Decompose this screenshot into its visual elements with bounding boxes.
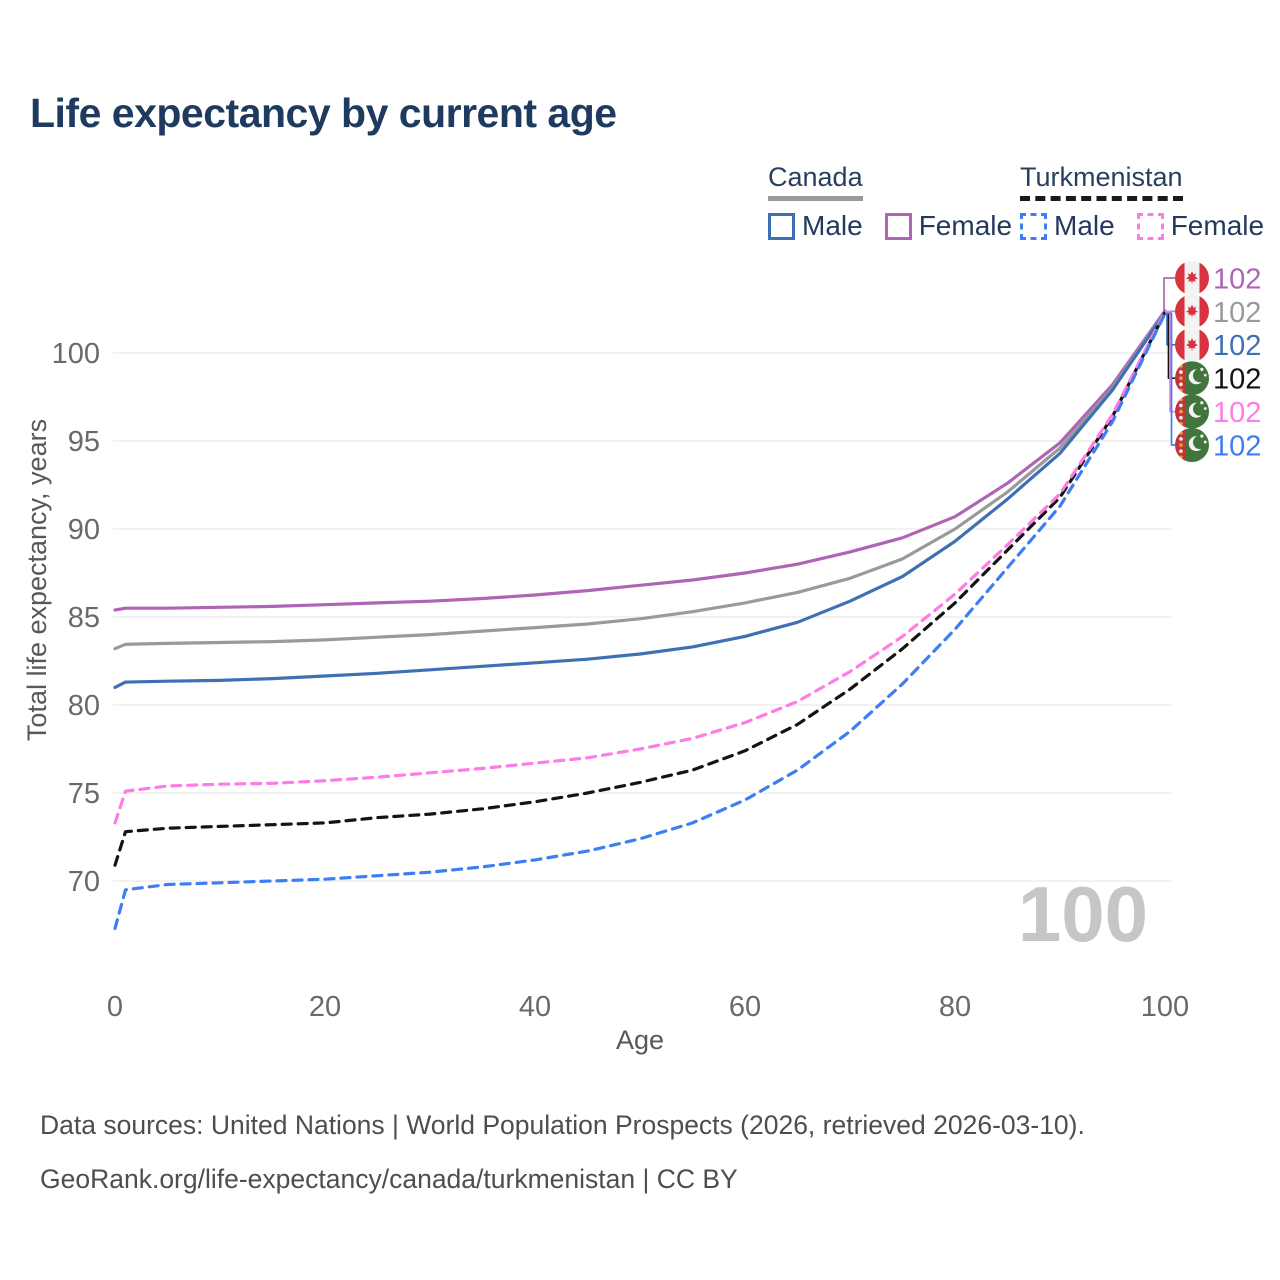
canada-flag-icon [1175, 294, 1209, 329]
y-axis-title: Total life expectancy, years [22, 419, 52, 741]
y-tick-label: 70 [68, 866, 100, 898]
canada-flag-icon [1175, 261, 1209, 295]
legend-item-canada-male[interactable]: Male [768, 210, 863, 242]
x-tick-label: 60 [729, 991, 761, 1023]
y-tick-label: 75 [68, 778, 100, 810]
legend-group-canada: Canada Male Female [768, 162, 1034, 242]
x-tick-label: 20 [309, 991, 341, 1023]
series-line-canada-both[interactable] [113, 310, 1167, 651]
legend-item-turkmenistan-male[interactable]: Male [1020, 210, 1115, 242]
y-tick-label: 95 [68, 426, 100, 458]
data-sources-text: Data sources: United Nations | World Pop… [40, 1110, 1085, 1140]
turkmenistan-flag-icon [1175, 428, 1209, 462]
legend-row-turkmenistan: Male Female [1020, 210, 1280, 242]
turkmenistan-flag-icon [1175, 361, 1209, 396]
legend-label: Female [1170, 210, 1265, 241]
legend-label: Male [1054, 210, 1115, 241]
canada-male-swatch-icon [768, 212, 795, 240]
series-line-turkmenistan-female[interactable] [113, 310, 1167, 825]
attribution-text: GeoRank.org/life-expectancy/canada/turkm… [40, 1164, 738, 1194]
end-value-label-turkmenistan-female: 102 [1213, 397, 1261, 429]
leader-line-turkmenistan-male [1165, 312, 1175, 446]
legend-item-canada-female[interactable]: Female [884, 210, 1013, 242]
legend-row-canada: Male Female [768, 210, 1034, 242]
series-line-canada-female[interactable] [113, 309, 1167, 612]
x-axis-title: Age [616, 1025, 664, 1055]
leader-line-turkmenistan-female [1165, 310, 1175, 413]
page-title: Life expectancy by current age [30, 90, 617, 136]
end-value-label-turkmenistan-male: 102 [1213, 430, 1261, 462]
series-line-canada-male[interactable] [113, 310, 1167, 689]
end-value-label-canada-both: 102 [1213, 297, 1261, 329]
x-tick-label: 80 [939, 991, 971, 1023]
canada-female-swatch-icon [884, 212, 912, 240]
age-watermark: 100 [1018, 870, 1148, 958]
turkmenistan-male-swatch-icon [1020, 212, 1047, 240]
legend-country-canada: Canada [768, 162, 863, 201]
x-tick-label: 100 [1141, 991, 1189, 1023]
y-tick-label: 80 [68, 690, 100, 722]
legend-country-turkmenistan: Turkmenistan [1020, 162, 1183, 201]
legend-group-turkmenistan: Turkmenistan Male Female [1020, 162, 1280, 242]
x-tick-label: 40 [519, 991, 551, 1023]
turkmenistan-flag-icon [1175, 394, 1209, 429]
end-value-label-canada-female: 102 [1213, 263, 1261, 295]
leader-line-canada-female [1163, 277, 1175, 312]
y-tick-label: 90 [68, 514, 100, 546]
legend: Canada Male Female Turkmenistan Male [0, 162, 1280, 242]
legend-label: Male [802, 210, 863, 241]
canada-flag-icon [1175, 327, 1209, 362]
y-tick-label: 85 [68, 602, 100, 634]
end-value-label-canada-male: 102 [1213, 330, 1261, 362]
legend-item-turkmenistan-female[interactable]: Female [1136, 210, 1265, 242]
turkmenistan-female-swatch-icon [1136, 212, 1164, 240]
footer: Data sources: United Nations | World Pop… [40, 1105, 1085, 1213]
y-tick-label: 100 [52, 338, 100, 370]
end-value-label-turkmenistan-both: 102 [1213, 364, 1261, 396]
series-line-turkmenistan-male[interactable] [113, 311, 1167, 931]
legend-label: Female [918, 210, 1013, 241]
x-tick-label: 0 [107, 991, 123, 1023]
